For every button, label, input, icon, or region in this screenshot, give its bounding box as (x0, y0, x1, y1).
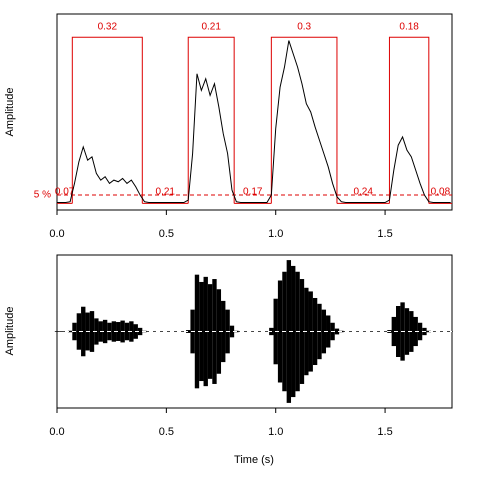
x-tick-label: 0.5 (159, 426, 174, 438)
waveform-bar (216, 289, 222, 374)
waveform-bar (291, 265, 296, 398)
y-axis-label: Amplitude (4, 307, 16, 356)
gap-label: 0.24 (353, 187, 373, 198)
waveform-bar (146, 331, 152, 332)
waveform-bar (116, 322, 121, 341)
waveform-bar (334, 328, 340, 335)
waveform-bar (347, 331, 353, 332)
waveform-bar (102, 319, 108, 344)
x-tick-label: 1.5 (377, 228, 392, 240)
y-axis-label: Amplitude (4, 88, 16, 137)
waveform-bar (111, 321, 117, 342)
x-tick-label: 1.0 (268, 426, 283, 438)
waveform-bar (404, 308, 410, 355)
duration-label: 0.18 (399, 22, 419, 33)
waveform-bar (321, 309, 327, 354)
envelope-line (57, 40, 451, 204)
waveform-bar (299, 279, 305, 384)
waveform-bar (382, 331, 388, 332)
waveform-bar (137, 327, 143, 336)
gap-label: 0.07 (55, 187, 75, 198)
waveform-bar (277, 280, 283, 383)
waveform-bar (391, 316, 397, 347)
waveform-bar (54, 331, 60, 332)
waveform-bar (242, 331, 248, 332)
x-tick-label: 1.5 (377, 426, 392, 438)
waveform-bar (312, 297, 318, 366)
waveform-bar (417, 322, 423, 341)
waveform-bar (186, 330, 191, 333)
gap-label: 0.17 (243, 187, 263, 198)
gap-label: 0.08 (431, 187, 451, 198)
waveform-bar (264, 331, 270, 332)
waveform-bar (151, 331, 156, 332)
waveform-bar (67, 330, 73, 333)
waveform-bar (286, 260, 292, 403)
duration-label: 0.21 (201, 22, 221, 33)
x-axis-label: Time (s) (234, 454, 274, 466)
waveform-bar (431, 331, 436, 332)
waveform-bar (426, 330, 432, 333)
segment-box (187, 36, 235, 204)
segment-box (270, 36, 338, 204)
waveform-bar (181, 331, 187, 332)
waveform-bar (256, 331, 261, 332)
gap-label: 0.21 (156, 187, 176, 198)
duration-label: 0.3 (297, 22, 311, 33)
duration-label: 0.32 (98, 22, 118, 33)
segment-box (388, 36, 430, 204)
waveform-bar (221, 300, 226, 363)
waveform-bar (439, 331, 445, 332)
waveform-bar (124, 322, 130, 341)
waveform-bar (356, 331, 362, 332)
x-tick-label: 0.5 (159, 228, 174, 240)
waveform-bar (194, 274, 200, 389)
x-tick-label: 0.0 (49, 228, 64, 240)
waveform-bar (81, 306, 86, 357)
waveform-bar (59, 331, 64, 332)
waveform-bar (229, 325, 235, 338)
top-frame (56, 13, 453, 211)
x-tick-label: 0.0 (49, 426, 64, 438)
waveform-bar (207, 284, 213, 379)
waveform-bar (76, 313, 82, 350)
waveform-bar (159, 331, 165, 332)
waveform-bar (361, 331, 366, 332)
waveform-bar (396, 306, 401, 357)
x-tick-label: 1.0 (268, 228, 283, 240)
waveform-bar (172, 331, 178, 332)
threshold-label: 5 % (34, 190, 51, 201)
waveform-bar (89, 311, 95, 352)
waveform-bar (369, 331, 375, 332)
segment-box (71, 36, 143, 204)
waveform-bar (326, 315, 331, 348)
waveform-bar (251, 331, 257, 332)
